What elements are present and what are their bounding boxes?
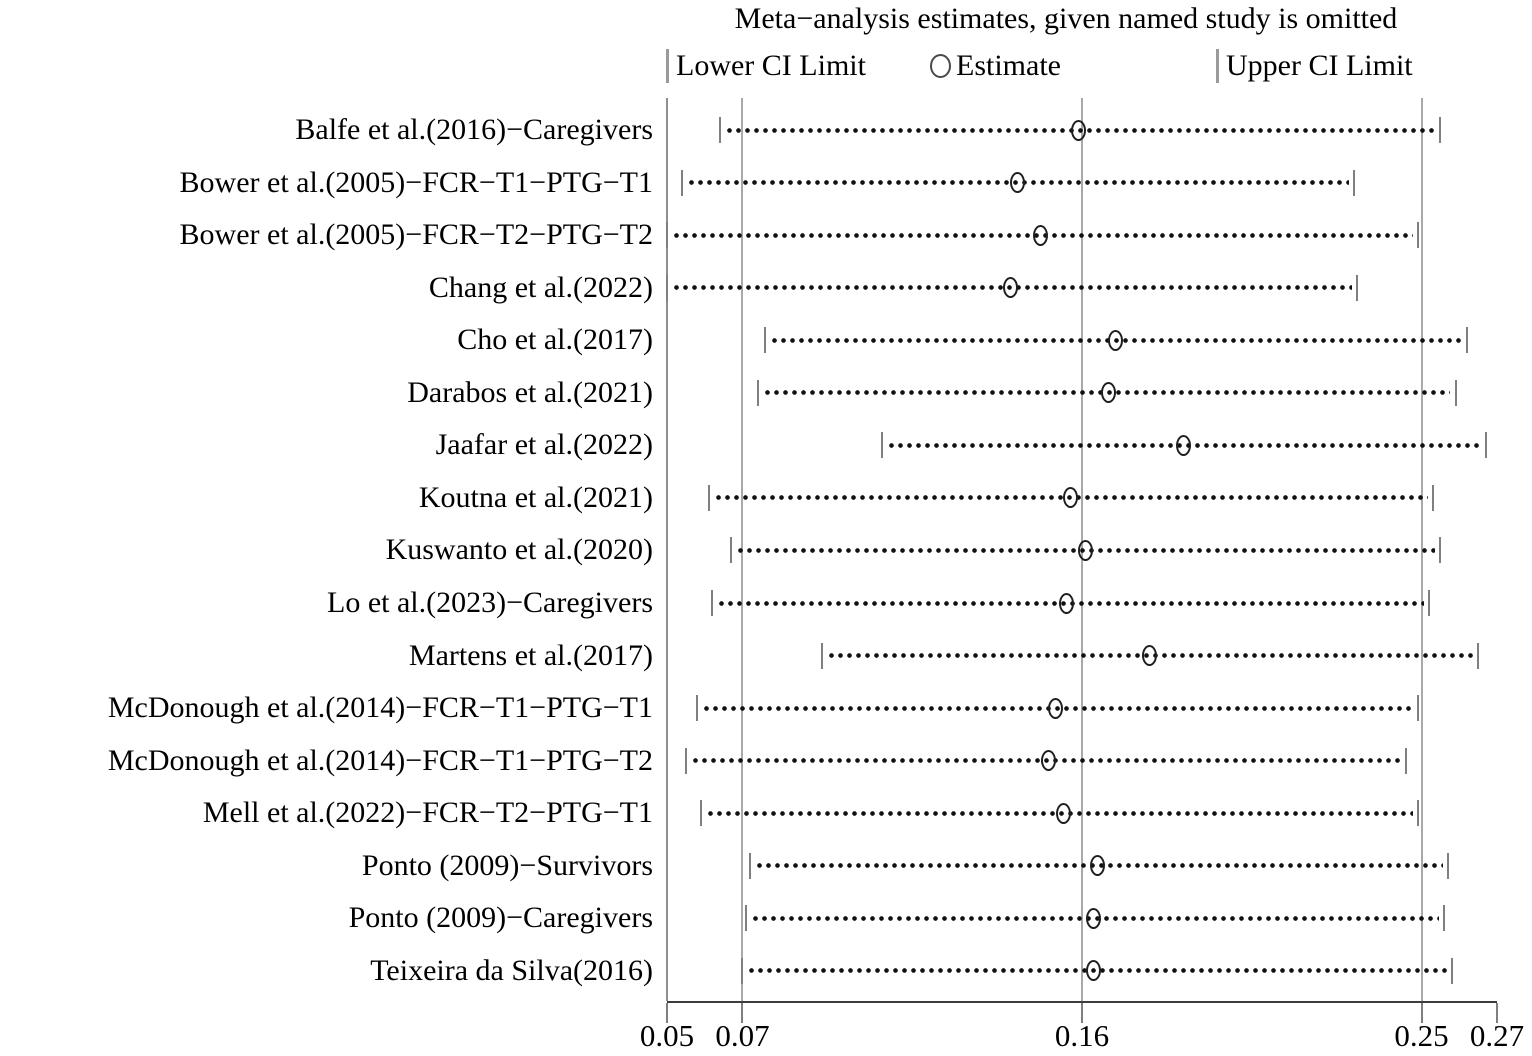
estimate-marker [1078, 539, 1094, 561]
upper-ci-tick [1465, 327, 1468, 354]
estimate-marker [1010, 172, 1026, 194]
lower-ci-tick [707, 484, 710, 511]
study-label: Teixeira da Silva(2016) [370, 953, 653, 987]
estimate-marker [1142, 645, 1158, 667]
lower-ci-tick [711, 590, 714, 617]
chart-title: Meta−analysis estimates, given named stu… [734, 2, 1398, 35]
estimate-marker [1100, 382, 1116, 404]
estimate-marker [1089, 855, 1105, 877]
x-axis-tick [1496, 1003, 1498, 1023]
upper-ci-tick [1446, 852, 1449, 879]
x-axis-tick [666, 1003, 668, 1023]
lower-ci-tick [666, 222, 668, 249]
study-label: Cho et al.(2017) [457, 323, 653, 357]
lower-ci-tick [666, 274, 668, 301]
upper-ci-tick [1352, 169, 1355, 196]
study-label: Ponto (2009)−Survivors [361, 848, 653, 882]
x-axis-tick-label: 0.07 [715, 1018, 770, 1053]
upper-ci-tick [1477, 642, 1480, 669]
legend-upper-ci: Upper CI Limit [1216, 46, 1413, 86]
lower-ci-tick [696, 695, 699, 722]
estimate-marker [1040, 750, 1056, 772]
legend-estimate-label: Estimate [956, 49, 1061, 82]
upper-ci-tick [1431, 484, 1434, 511]
study-label: Balfe et al.(2016)−Caregivers [295, 113, 653, 146]
study-label: Lo et al.(2023)−Caregivers [327, 586, 653, 620]
lower-ci-tick [699, 800, 702, 827]
estimate-marker [1055, 802, 1071, 824]
estimate-marker [1085, 960, 1101, 982]
upper-ci-tick [1405, 747, 1408, 774]
estimate-marker [1070, 119, 1086, 141]
legend-estimate: Estimate [930, 46, 1061, 86]
upper-ci-tick [1356, 274, 1359, 301]
lower-ci-tick [741, 957, 744, 984]
x-axis-tick-label: 0.27 [1469, 1018, 1525, 1053]
legend-lower-ci: Lower CI Limit [666, 46, 866, 86]
legend-lower-ci-label: Lower CI Limit [676, 49, 866, 82]
upper-ci-tick [1439, 117, 1442, 143]
estimate-marker [1085, 907, 1101, 929]
estimate-marker [1033, 224, 1048, 246]
lower-ci-tick [820, 642, 823, 669]
lower-ci-tick [718, 117, 721, 143]
lower-ci-tick-icon [666, 49, 669, 83]
upper-ci-tick [1416, 695, 1419, 722]
lower-ci-tick [730, 537, 733, 564]
lower-ci-tick [745, 905, 748, 932]
x-axis-tick-label: 0.16 [1054, 1018, 1110, 1053]
study-label: Bower et al.(2005)−FCR−T2−PTG−T2 [179, 218, 653, 252]
estimate-marker [1059, 592, 1075, 614]
x-axis-tick [1081, 1003, 1083, 1023]
upper-ci-tick [1416, 800, 1419, 827]
upper-ci-tick [1428, 590, 1431, 617]
lower-ci-tick [684, 747, 687, 774]
upper-ci-tick [1484, 432, 1487, 459]
lower-ci-tick [756, 379, 759, 406]
upper-ci-tick [1443, 905, 1446, 932]
estimate-marker [1048, 697, 1064, 719]
study-label: Darabos et al.(2021) [407, 375, 653, 409]
estimate-marker [1108, 329, 1124, 351]
study-label: Jaafar et al.(2022) [435, 428, 653, 462]
estimate-marker [1176, 434, 1192, 456]
upper-ci-tick [1454, 379, 1457, 406]
estimate-circle-icon [930, 54, 951, 78]
upper-ci-tick [1416, 222, 1419, 249]
lower-ci-tick [681, 169, 684, 196]
lower-ci-tick [881, 432, 884, 459]
x-axis-tick [741, 1003, 744, 1023]
study-label: Ponto (2009)−Caregivers [348, 901, 653, 935]
upper-ci-tick [1439, 537, 1442, 564]
study-label: Bower et al.(2005)−FCR−T1−PTG−T1 [179, 165, 653, 199]
lower-ci-tick [764, 327, 767, 354]
plot-left-border [666, 98, 668, 1001]
estimate-marker [1063, 487, 1079, 509]
x-axis-line [667, 1001, 1497, 1003]
lower-ci-tick [749, 852, 751, 879]
study-label: McDonough et al.(2014)−FCR−T1−PTG−T1 [107, 691, 653, 725]
x-axis-tick-label: 0.05 [639, 1018, 695, 1053]
study-label: Mell et al.(2022)−FCR−T2−PTG−T1 [202, 796, 653, 830]
x-axis-tick [1420, 1003, 1423, 1023]
upper-ci-tick [1450, 957, 1453, 984]
upper-ci-tick-icon [1216, 49, 1219, 83]
study-label: Koutna et al.(2021) [418, 480, 653, 514]
study-label: McDonough et al.(2014)−FCR−T1−PTG−T2 [107, 743, 653, 777]
study-label: Martens et al.(2017) [408, 638, 653, 672]
legend-upper-ci-label: Upper CI Limit [1226, 49, 1413, 82]
study-label: Chang et al.(2022) [428, 270, 653, 304]
study-label: Kuswanto et al.(2020) [385, 533, 653, 567]
estimate-marker [1002, 277, 1018, 299]
x-axis-tick-label: 0.25 [1394, 1018, 1449, 1053]
